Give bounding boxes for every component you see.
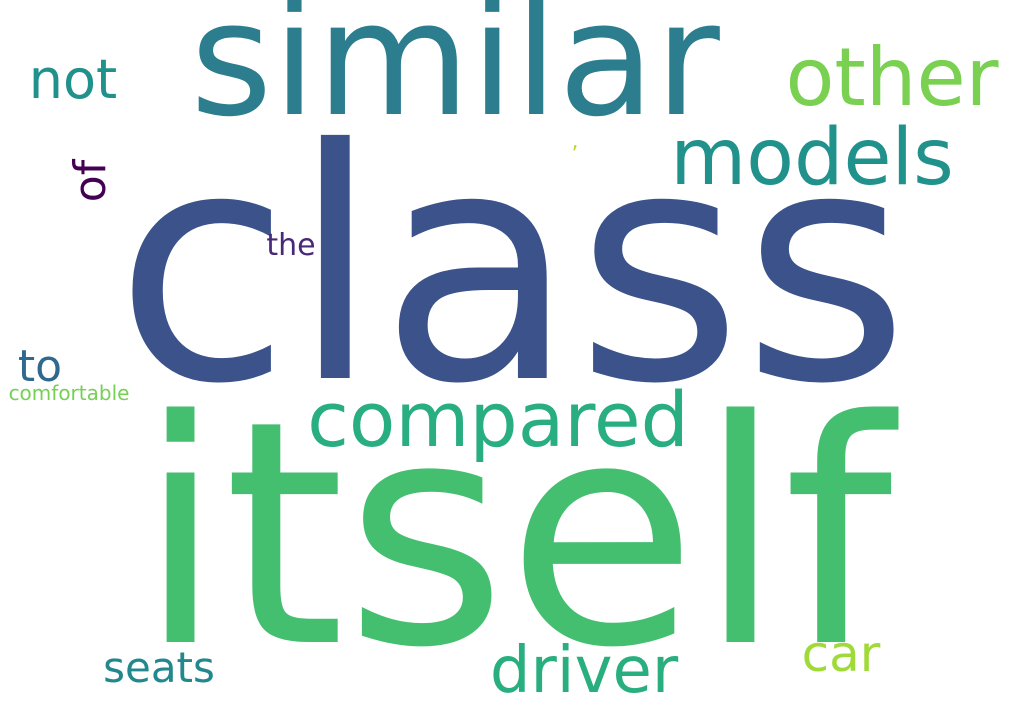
word-not: not xyxy=(28,48,118,111)
word-driver: driver xyxy=(489,634,679,708)
word-models: models xyxy=(670,113,954,203)
word-other: other xyxy=(785,31,999,124)
word-comfortable: comfortable xyxy=(8,381,130,405)
word-compared: compared xyxy=(307,375,689,464)
word-similar: similar xyxy=(190,0,720,152)
word-seats: seats xyxy=(103,643,215,692)
word-comma: , xyxy=(571,129,579,154)
word-the: the xyxy=(266,228,316,263)
word-class: class xyxy=(114,82,910,454)
word-to: to xyxy=(17,341,63,392)
word-itself: itself xyxy=(137,355,893,716)
word-of: of xyxy=(65,159,116,203)
word-car: car xyxy=(801,625,881,683)
